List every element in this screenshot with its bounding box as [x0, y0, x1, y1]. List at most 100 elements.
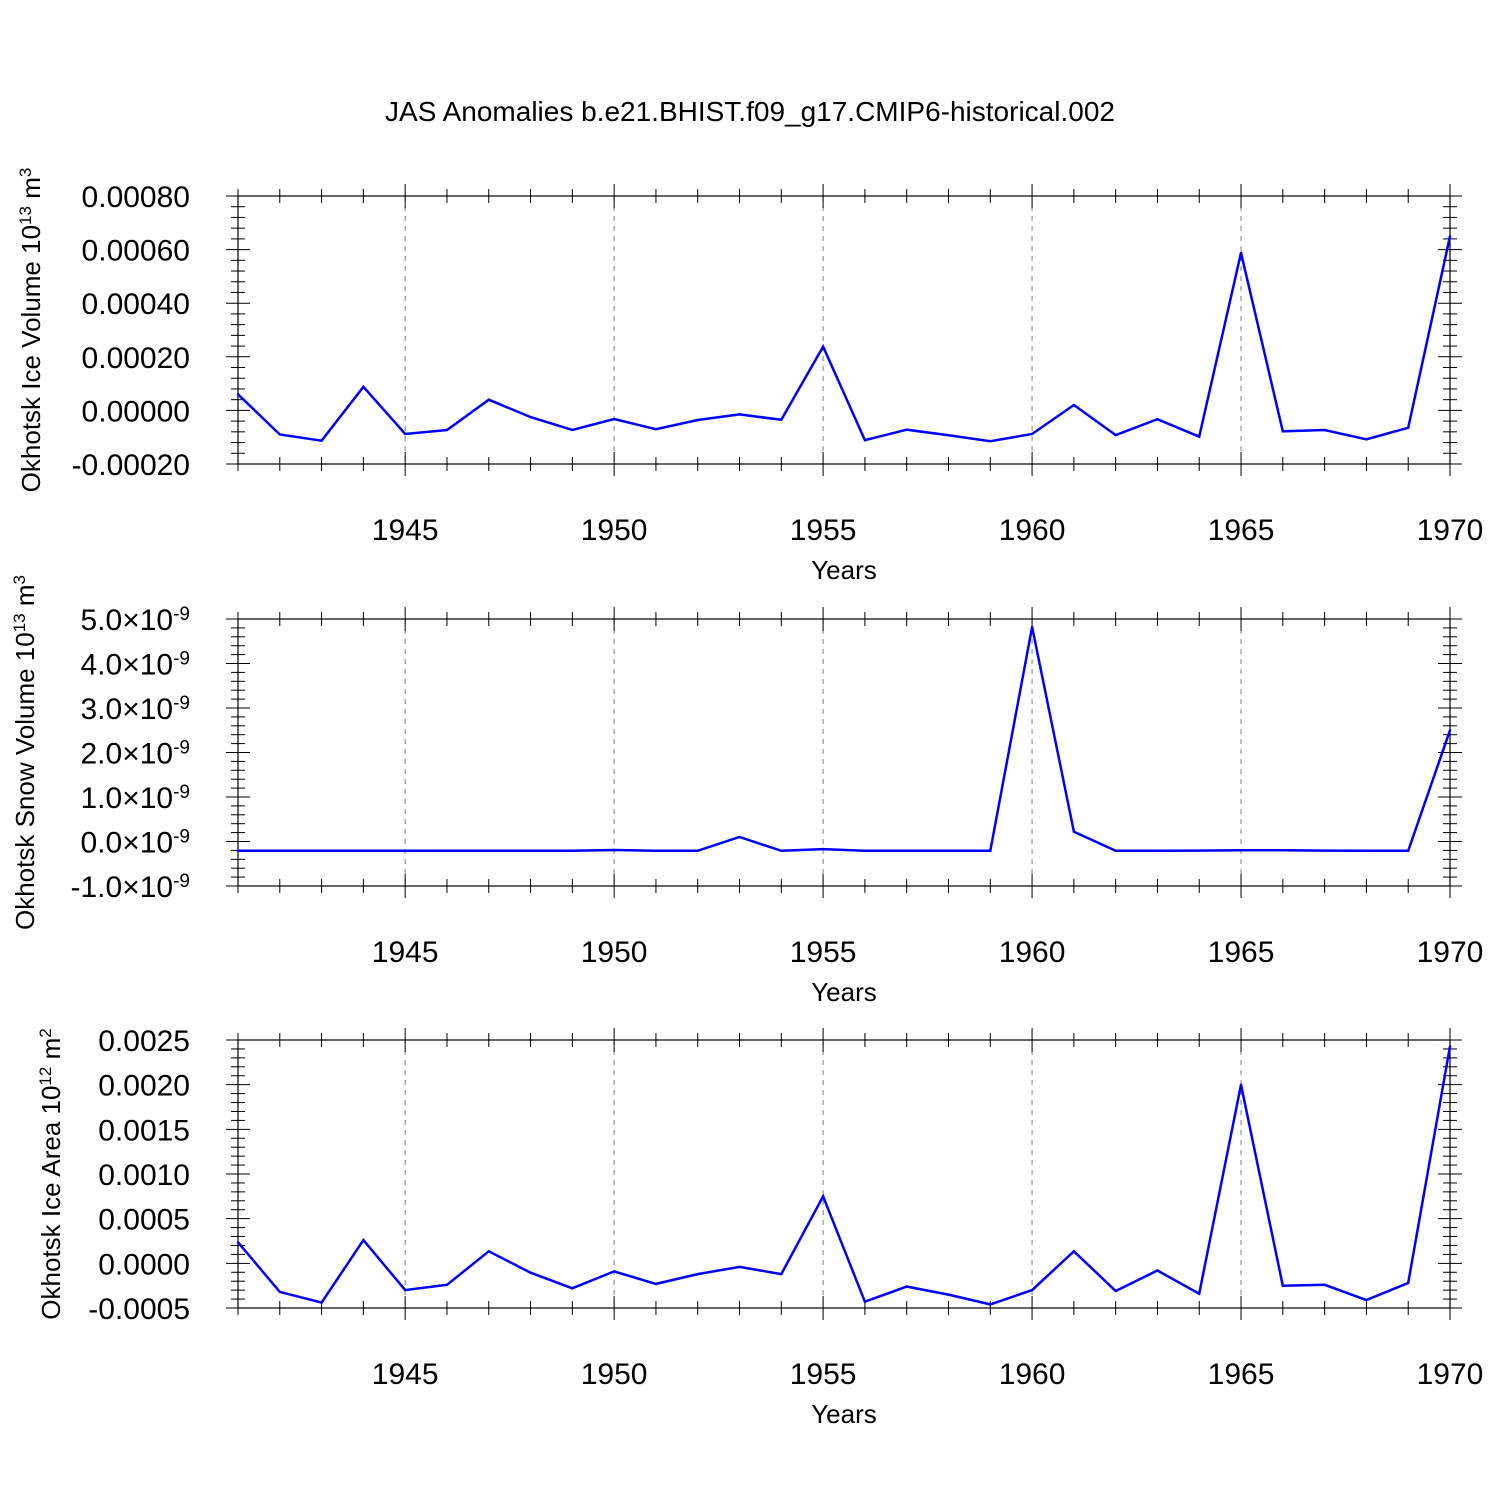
data-point-1956 — [863, 1300, 867, 1303]
y-tick-label-0: -1.0×10-9 — [70, 871, 190, 904]
data-point-1969 — [1407, 1281, 1410, 1285]
y-axis-title-main: Okhotsk Ice Area 10 — [36, 1086, 66, 1320]
data-point-1965 — [1239, 1083, 1243, 1086]
x-tick-label-1945: 1945 — [372, 1358, 439, 1391]
y-tick-times: × — [122, 738, 140, 771]
data-point-1970 — [1448, 1045, 1452, 1048]
x-tick-label-1950: 1950 — [581, 936, 648, 969]
data-point-1962 — [1114, 433, 1117, 437]
data-point-1944 — [362, 849, 365, 853]
y-axis-title-unit: m — [16, 177, 46, 206]
data-point-1943 — [320, 849, 323, 853]
y-axis-title-unit: m — [36, 1038, 66, 1067]
y-tick-times: × — [122, 827, 140, 860]
data-point-1962 — [1114, 849, 1117, 853]
data-point-1962 — [1114, 1289, 1117, 1293]
data-point-1941 — [236, 849, 240, 853]
y-axis-title: Okhotsk Ice Volume 1013 m3 — [16, 168, 47, 493]
data-point-1967 — [1323, 849, 1326, 852]
data-point-1968 — [1365, 438, 1368, 441]
data-point-1945 — [403, 1288, 407, 1292]
data-point-1964 — [1198, 435, 1201, 438]
y-axis-title-unit-exponent: 2 — [36, 1028, 55, 1037]
data-point-1941 — [236, 393, 240, 396]
y-tick-mantissa: 3.0 — [80, 693, 122, 726]
data-point-1951 — [654, 427, 658, 431]
x-tick-label-1965: 1965 — [1208, 514, 1275, 547]
y-tick-base: 10 — [140, 604, 173, 637]
y-tick-exponent: -9 — [173, 604, 190, 625]
y-tick-exponent: -9 — [173, 871, 190, 892]
data-point-1966 — [1281, 848, 1285, 852]
data-point-1947 — [487, 849, 490, 853]
x-tick-label-1955: 1955 — [790, 936, 857, 969]
data-point-1951 — [654, 849, 658, 853]
data-point-1949 — [571, 428, 574, 432]
data-point-1942 — [278, 849, 281, 853]
data-point-1968 — [1365, 1298, 1368, 1302]
y-tick-label-1: 0.00000 — [82, 395, 190, 428]
data-point-1955 — [821, 847, 825, 851]
x-tick-label-1960: 1960 — [999, 936, 1066, 969]
y-tick-mantissa: 0.00040 — [82, 288, 190, 321]
y-tick-base: 10 — [140, 782, 173, 815]
data-point-1943 — [320, 439, 323, 442]
data-point-1951 — [654, 1282, 658, 1286]
data-point-1957 — [905, 1285, 908, 1288]
y-tick-mantissa: 2.0 — [80, 738, 122, 771]
x-tick-label-1945: 1945 — [372, 936, 439, 969]
x-axis-title: Years — [811, 1399, 877, 1429]
data-point-1969 — [1407, 849, 1410, 853]
data-point-1967 — [1323, 1283, 1326, 1286]
data-point-1965 — [1239, 251, 1243, 255]
data-point-1956 — [863, 438, 867, 442]
data-point-1947 — [487, 1250, 490, 1253]
plot-frame — [237, 1039, 1451, 1309]
data-point-1955 — [821, 1195, 825, 1198]
series-line-snow-volume — [238, 626, 1452, 853]
y-tick-exponent: -9 — [173, 782, 190, 803]
x-tick-label-1950: 1950 — [581, 1358, 648, 1391]
data-point-1963 — [1156, 418, 1159, 421]
y-axis-title-exponent: 13 — [10, 613, 29, 632]
data-point-1942 — [278, 433, 281, 436]
y-tick-label-6: 0.0025 — [98, 1025, 190, 1058]
data-point-1960 — [1030, 625, 1034, 629]
data-point-1956 — [863, 849, 867, 853]
y-axis-title: Okhotsk Ice Area 1012 m2 — [36, 1028, 67, 1319]
data-point-1964 — [1198, 849, 1201, 852]
x-tick-label-1950: 1950 — [581, 514, 648, 547]
data-point-1948 — [529, 849, 532, 853]
data-point-1954 — [780, 1272, 783, 1276]
y-tick-base: 10 — [140, 738, 173, 771]
series-line-ice-volume — [237, 235, 1452, 443]
y-axis-title-exponent: 12 — [36, 1067, 55, 1086]
data-point-1946 — [445, 1283, 449, 1286]
x-tick-label-1945: 1945 — [372, 514, 439, 547]
y-tick-times: × — [122, 871, 140, 904]
y-tick-mantissa: 1.0 — [80, 782, 122, 815]
y-tick-times: × — [122, 782, 140, 815]
data-point-1948 — [529, 1271, 532, 1274]
data-point-1946 — [445, 428, 449, 432]
y-tick-mantissa: 5.0 — [80, 604, 122, 637]
data-point-1954 — [780, 418, 783, 421]
series-line-ice-area — [237, 1046, 1452, 1306]
data-point-1965 — [1239, 848, 1243, 852]
data-point-1970 — [1448, 235, 1452, 238]
data-point-1957 — [905, 849, 908, 853]
y-tick-label-2: 1.0×10-9 — [80, 782, 190, 815]
data-point-1948 — [529, 415, 532, 419]
data-point-1944 — [362, 385, 365, 389]
y-tick-base: 10 — [140, 871, 173, 904]
y-tick-mantissa: 0.0005 — [98, 1204, 190, 1237]
x-tick-label-1965: 1965 — [1208, 936, 1275, 969]
data-point-1950 — [612, 1270, 616, 1273]
x-tick-label-1970: 1970 — [1417, 1358, 1484, 1391]
y-tick-mantissa: 0.0020 — [98, 1070, 190, 1103]
data-point-1952 — [696, 849, 699, 853]
y-tick-mantissa: 0.00000 — [82, 395, 190, 428]
data-point-1961 — [1072, 403, 1076, 407]
